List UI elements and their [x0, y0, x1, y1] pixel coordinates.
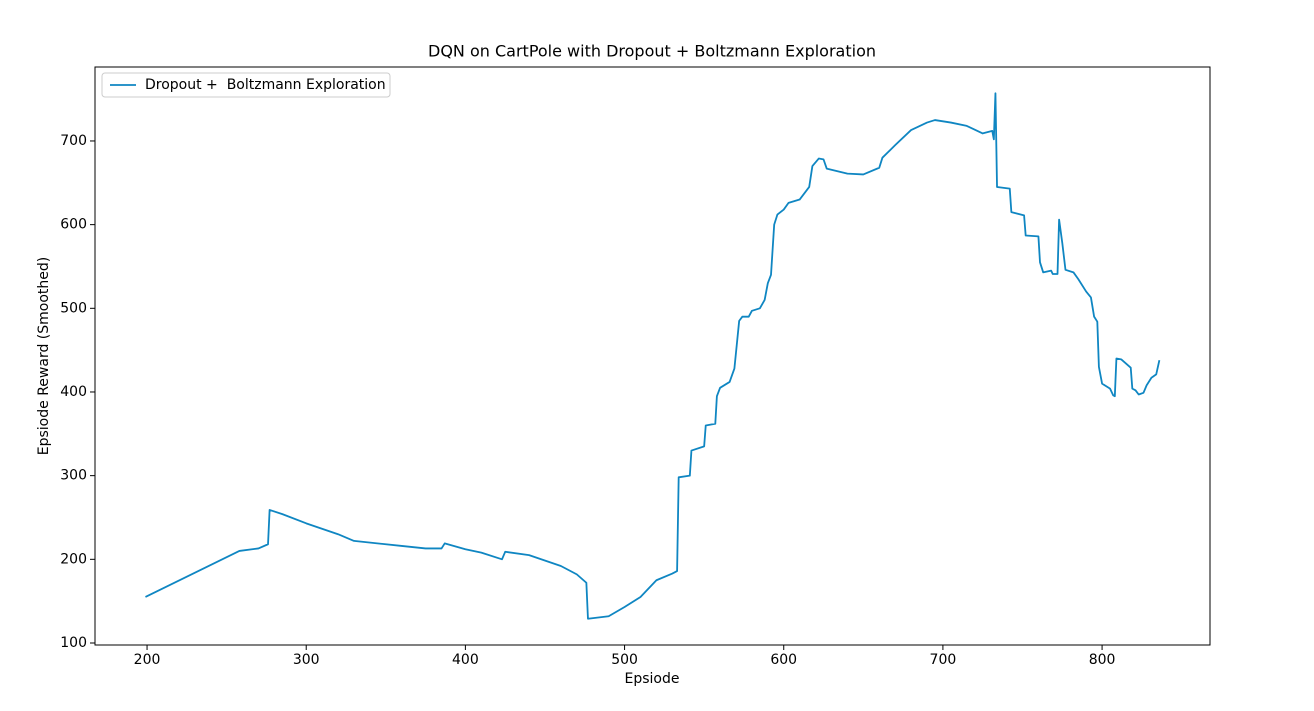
y-axis-label: Epsiode Reward (Smoothed) [36, 257, 52, 455]
legend-label: Dropout + Boltzmann Exploration [145, 77, 386, 93]
x-tick-label: 200 [134, 652, 161, 668]
y-tick-label: 300 [60, 468, 87, 484]
x-axis-label: Epsiode [625, 671, 680, 687]
y-tick-label: 500 [60, 300, 87, 316]
plot-frame [94, 66, 1211, 646]
y-tick-label: 700 [60, 133, 87, 149]
x-tick-label: 300 [293, 652, 320, 668]
x-tick-label: 400 [452, 652, 479, 668]
x-tick-label: 500 [611, 652, 638, 668]
legend-box [101, 72, 391, 98]
y-tick-label: 200 [60, 551, 87, 567]
line [145, 92, 1161, 620]
chart-title: DQN on CartPole with Dropout + Boltzmann… [428, 42, 876, 61]
y-tick-label: 400 [60, 384, 87, 400]
y-tick-label: 600 [60, 217, 87, 233]
x-tick-label: 600 [770, 652, 797, 668]
x-tick-label: 800 [1089, 652, 1116, 668]
x-tick-label: 700 [930, 652, 957, 668]
y-tick-label: 100 [60, 635, 87, 651]
